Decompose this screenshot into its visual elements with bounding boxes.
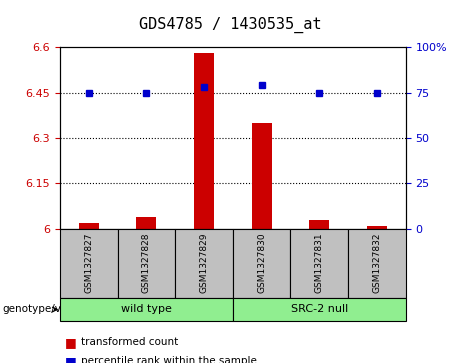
Text: GSM1327828: GSM1327828 — [142, 233, 151, 293]
Text: transformed count: transformed count — [81, 337, 178, 347]
Text: GDS4785 / 1430535_at: GDS4785 / 1430535_at — [139, 16, 322, 33]
Text: percentile rank within the sample: percentile rank within the sample — [81, 356, 257, 363]
Text: GSM1327827: GSM1327827 — [84, 233, 93, 293]
Text: GSM1327831: GSM1327831 — [315, 233, 324, 294]
Text: ■: ■ — [65, 355, 76, 363]
Text: genotype/variation: genotype/variation — [2, 305, 101, 314]
Bar — [79, 223, 99, 229]
Text: GSM1327829: GSM1327829 — [200, 233, 208, 293]
Bar — [136, 217, 156, 229]
Text: SRC-2 null: SRC-2 null — [290, 305, 348, 314]
Text: wild type: wild type — [121, 305, 172, 314]
Bar — [252, 123, 272, 229]
Bar — [194, 53, 214, 229]
Bar — [367, 226, 387, 229]
Text: GSM1327832: GSM1327832 — [372, 233, 381, 293]
Bar — [309, 220, 329, 229]
Text: ■: ■ — [65, 336, 76, 349]
Text: GSM1327830: GSM1327830 — [257, 233, 266, 294]
